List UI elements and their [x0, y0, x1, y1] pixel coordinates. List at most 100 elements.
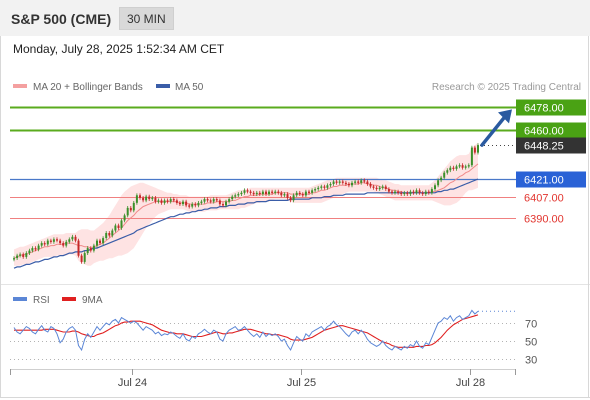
candle-body — [37, 245, 40, 250]
candle-body — [120, 220, 123, 228]
candle-body — [126, 207, 129, 216]
candle-body — [295, 192, 298, 196]
candle-body — [406, 192, 409, 195]
candle-body — [222, 204, 224, 206]
candle-body — [277, 191, 280, 193]
ma50-legend-swatch — [156, 84, 170, 88]
candle-body — [203, 199, 206, 202]
candle-body — [108, 233, 111, 236]
candle-body — [157, 200, 160, 202]
forecast-arrow-head — [498, 109, 512, 124]
instrument-title: S&P 500 (CME) — [11, 11, 112, 27]
candle-body — [83, 253, 86, 262]
candle-body — [240, 192, 243, 195]
candle-body — [354, 181, 357, 183]
candle-body — [139, 195, 141, 198]
candle-body — [258, 192, 261, 195]
datetime-label: Monday, July 28, 2025 1:52:34 AM CET — [13, 42, 225, 56]
candle-body — [228, 199, 231, 202]
candle-body — [215, 199, 218, 201]
candle-body — [415, 190, 418, 193]
candle-body — [123, 215, 126, 221]
candle-body — [338, 181, 341, 183]
candle-body — [56, 239, 58, 241]
candle-body — [99, 240, 101, 244]
candle-body — [381, 186, 384, 188]
candle-body — [311, 190, 314, 193]
candle-body — [378, 187, 381, 190]
candle-body — [16, 255, 19, 259]
candle-body — [111, 230, 114, 236]
candle-body — [129, 207, 132, 211]
candle-body — [86, 248, 89, 254]
rsi-pane: 30 50 70 — [10, 309, 537, 367]
candle-body — [185, 201, 188, 206]
candle-body — [304, 191, 307, 196]
ma9-legend-label: 9MA — [82, 295, 103, 306]
candle-body — [369, 184, 372, 187]
candle-body — [62, 243, 65, 246]
bb-legend-swatch — [13, 84, 27, 88]
candle-body — [246, 190, 249, 192]
candle-body — [335, 181, 338, 183]
candle-body — [446, 170, 449, 173]
candle-body — [52, 239, 55, 242]
candle-body — [212, 199, 215, 202]
candle-body — [363, 180, 366, 182]
candle-body — [427, 191, 430, 193]
bollinger-band-area — [14, 142, 478, 266]
candle-body — [421, 192, 424, 195]
forecast-arrow-shaft — [480, 113, 508, 147]
candle-body — [391, 191, 393, 193]
candle-body — [96, 240, 98, 246]
candle-body — [105, 233, 108, 238]
level-label-6407.00: 6407.00 — [524, 193, 564, 205]
candle-body — [197, 202, 200, 206]
candle-body — [252, 192, 255, 195]
candle-body — [74, 236, 77, 241]
rsi-line — [13, 309, 479, 352]
candle-body — [458, 165, 461, 167]
last-price-tag — [516, 137, 586, 154]
candle-body — [194, 204, 197, 206]
rsi-legend-swatch — [13, 297, 27, 301]
level-tag-6421.00 — [516, 171, 586, 188]
candle-body — [25, 253, 28, 257]
candle-body — [424, 191, 427, 195]
candle-body — [271, 191, 274, 193]
candle-body — [320, 186, 323, 188]
rsi-tick-50: 50 — [525, 337, 537, 349]
candle-body — [434, 185, 436, 190]
candle-body — [77, 240, 80, 256]
ma20-line — [13, 163, 479, 259]
candle-body — [218, 200, 221, 205]
time-tick-label: Jul 25 — [287, 377, 316, 389]
candle-body — [473, 147, 476, 153]
candle-body — [317, 187, 320, 190]
candle-body — [357, 181, 360, 183]
ma50-legend-label: MA 50 — [175, 82, 204, 93]
timeframe-button[interactable]: 30 MIN — [119, 7, 174, 30]
candle-body — [344, 182, 347, 185]
candle-body — [332, 181, 335, 184]
candlesticks — [13, 143, 479, 264]
candle-body — [191, 204, 194, 207]
candle-body — [237, 194, 240, 196]
candle-body — [114, 225, 117, 231]
candle-body — [46, 240, 49, 245]
rsi-tick-30: 30 — [525, 355, 537, 367]
candle-body — [360, 180, 363, 183]
candle-body — [249, 191, 252, 193]
time-tick-label: Jul 28 — [456, 377, 485, 389]
candle-body — [135, 195, 138, 203]
candle-body — [308, 191, 310, 193]
candle-body — [461, 165, 464, 168]
candle-body — [274, 191, 277, 193]
bollinger-band — [14, 142, 478, 266]
candle-body — [43, 243, 46, 245]
candle-body — [234, 195, 237, 197]
candle-body — [255, 192, 258, 195]
candle-body — [178, 202, 181, 205]
candle-body — [323, 186, 326, 188]
